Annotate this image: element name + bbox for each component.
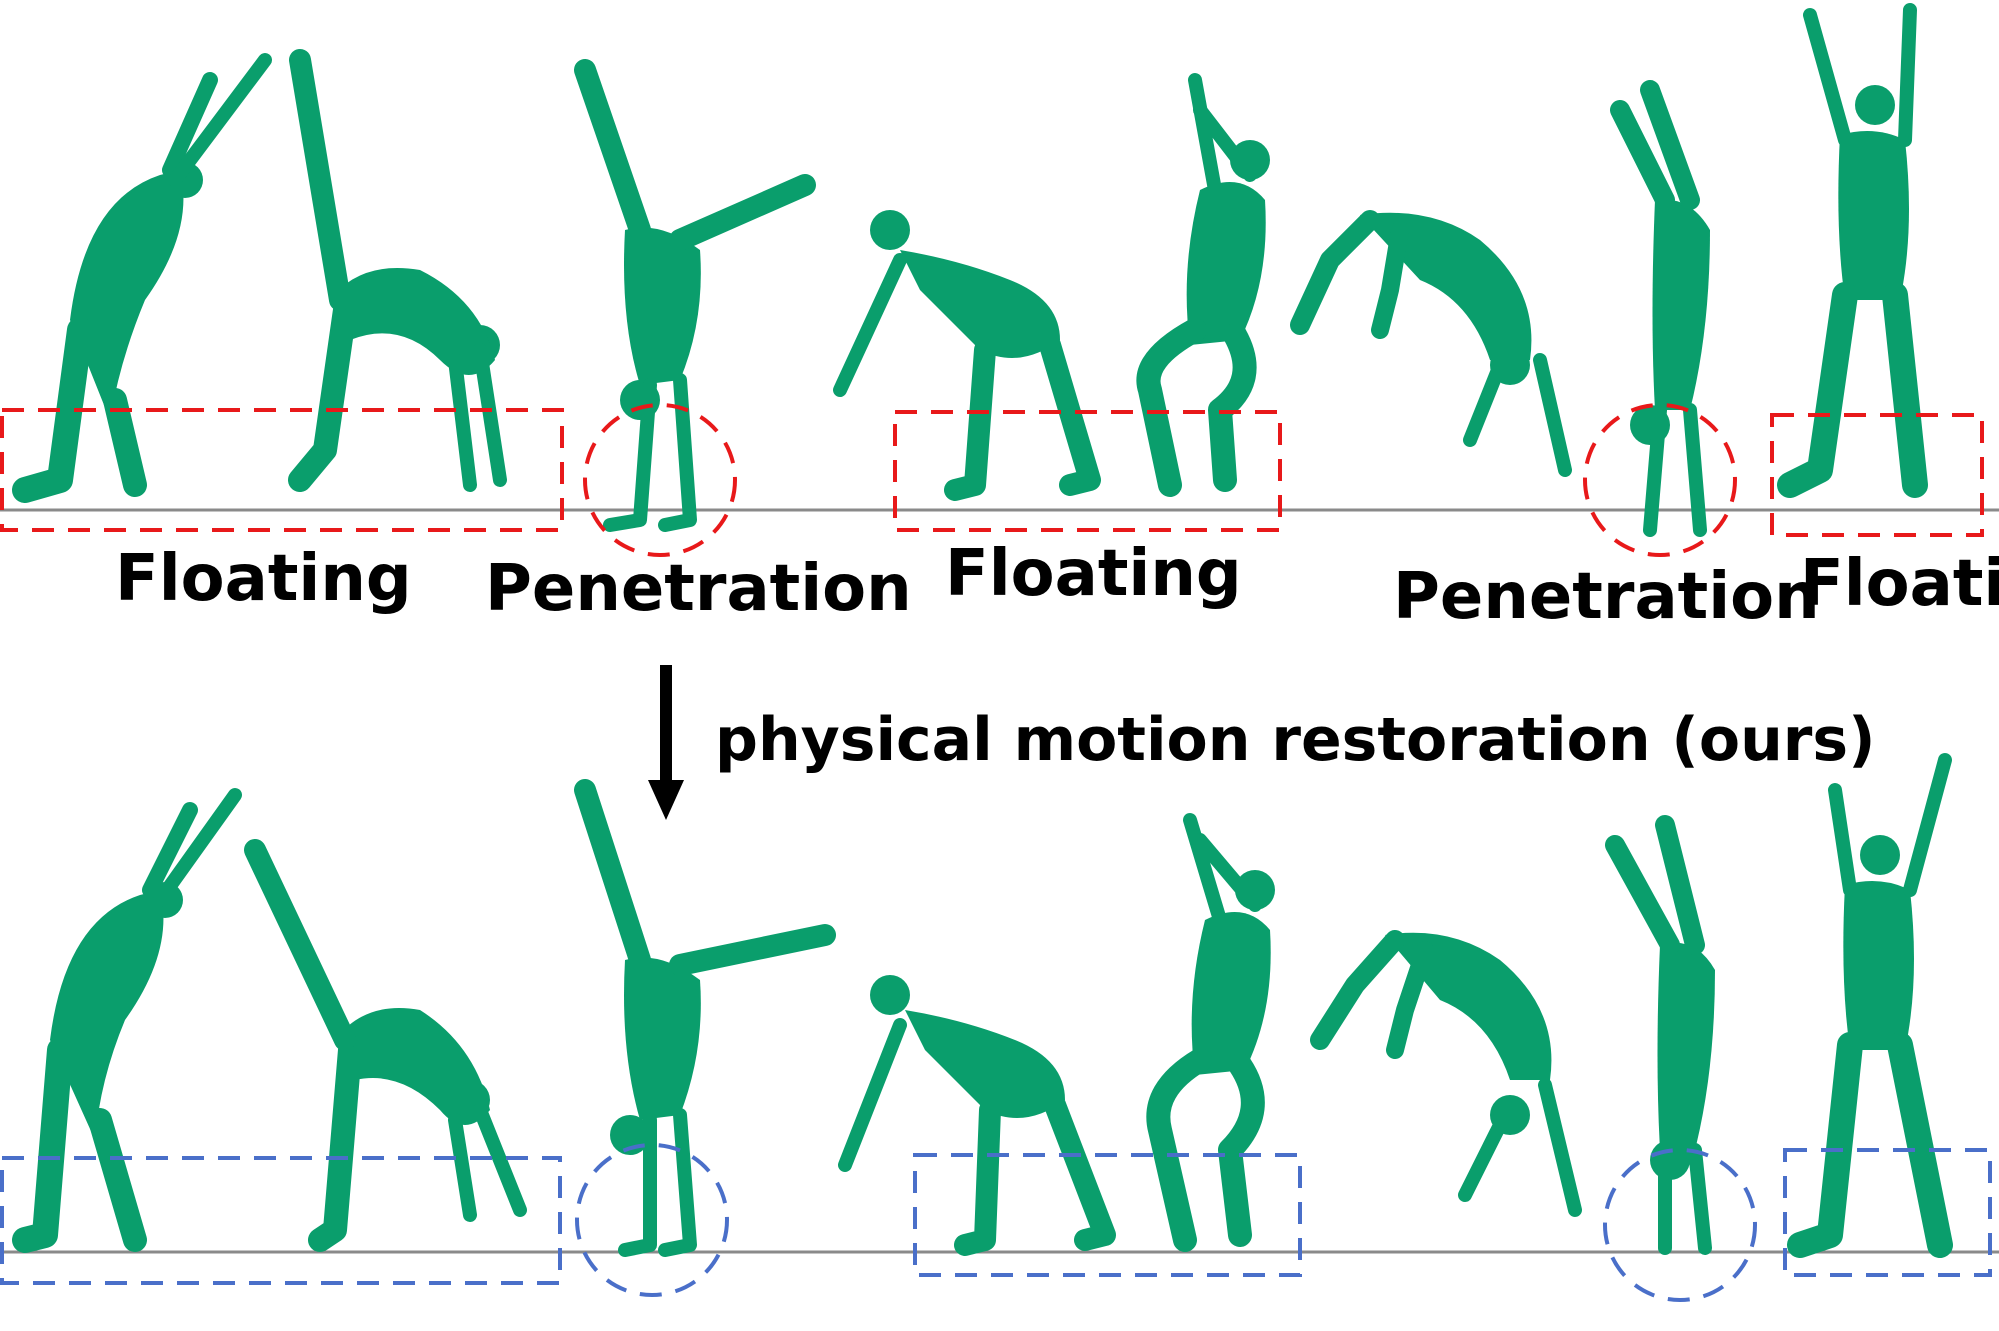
penetration-circle-1 (583, 403, 737, 557)
top-problem-markers (0, 403, 1984, 557)
fixed-circle-2 (1603, 1148, 1757, 1302)
label-penetration-1: Penetration (485, 552, 912, 626)
floating-box-1 (0, 408, 564, 532)
bottom-row (0, 753, 1999, 1302)
label-floating-3: Floatin (1800, 547, 1999, 621)
top-figure-handstand (574, 59, 816, 532)
top-figure-squat-arms-up (1136, 73, 1270, 497)
fixed-box-2 (913, 1153, 1302, 1277)
restoration-arrow: physical motion restoration (ours) (648, 665, 1876, 820)
top-figure-walkover (1290, 210, 1572, 477)
fixed-circle-1 (575, 1143, 729, 1297)
bottom-fixed-markers (0, 1143, 1992, 1302)
fixed-box-3 (1783, 1148, 1992, 1277)
top-row: Floating Penetration Floating Penetratio… (0, 3, 1999, 634)
top-figure-crouch-reach (833, 210, 1101, 501)
floating-box-2 (893, 410, 1282, 532)
bottom-figure-bridge (244, 839, 527, 1252)
bottom-figure-walkover (1310, 930, 1582, 1217)
top-figure-handstand-2 (1610, 80, 1710, 537)
bottom-figure-crouch-reach (838, 975, 1116, 1256)
fixed-box-1 (0, 1156, 562, 1285)
bottom-figure-handstand (574, 779, 836, 1257)
floating-box-3 (1770, 413, 1984, 537)
bottom-figure-handstand-2 (1605, 815, 1715, 1255)
down-arrow-icon (648, 665, 684, 820)
arrow-label: physical motion restoration (ours) (715, 705, 1876, 775)
bottom-figure-standing-arms-up (1787, 753, 1953, 1258)
penetration-circle-2 (1583, 403, 1737, 557)
bottom-figure-squat-arms-up (1146, 813, 1275, 1252)
top-figure-standing-arms-up (1777, 3, 1928, 498)
label-floating-1: Floating (115, 542, 412, 616)
label-penetration-2: Penetration (1393, 560, 1820, 634)
label-floating-2: Floating (945, 537, 1242, 611)
top-figure-bridge (288, 49, 507, 492)
bottom-figure-backbend (12, 788, 242, 1253)
top-figure-backbend (12, 53, 272, 503)
